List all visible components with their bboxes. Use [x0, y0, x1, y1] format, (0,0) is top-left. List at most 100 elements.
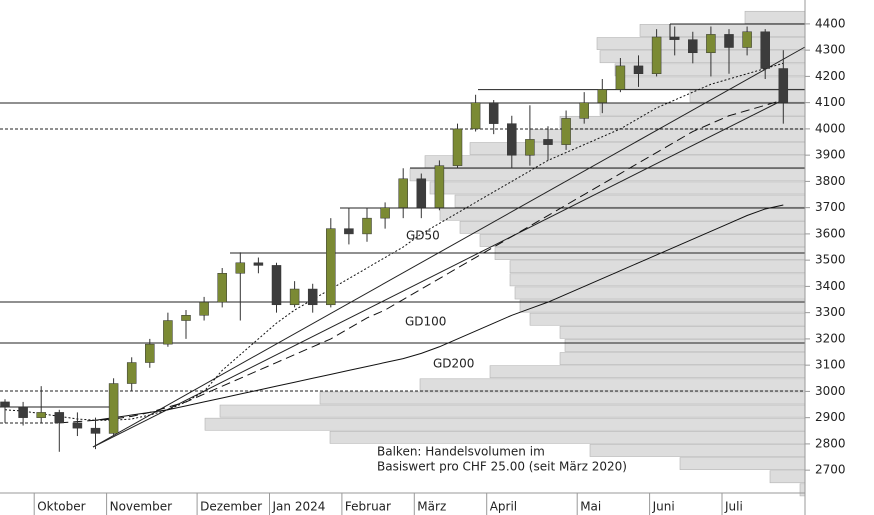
candle-body	[470, 102, 481, 130]
candle-body	[561, 118, 571, 145]
x-tick-label: Dezember	[200, 500, 262, 514]
volume-bar	[469, 142, 806, 155]
volume-bar	[489, 365, 806, 379]
volume-bar	[769, 470, 806, 484]
candle-body	[434, 165, 445, 208]
volume-bar	[679, 457, 806, 470]
candle-body	[669, 36, 680, 40]
candle-body	[145, 343, 155, 363]
y-tick-label: 4400	[815, 16, 846, 30]
y-tick-label: 3700	[815, 200, 846, 214]
candle-body	[326, 228, 336, 306]
volume-bar	[459, 220, 806, 234]
candle-body	[615, 65, 626, 90]
candle-body	[778, 68, 789, 103]
volume-bar	[559, 115, 806, 129]
candle-body	[126, 362, 137, 384]
candle-body	[181, 315, 191, 321]
candle-body	[235, 262, 246, 274]
moving-average	[95, 204, 784, 421]
volume-bar	[639, 24, 806, 37]
y-tick-label: 2900	[815, 410, 846, 424]
volume-bar	[529, 129, 806, 142]
candle-body	[199, 301, 209, 316]
y-tick-label: 3100	[815, 358, 846, 372]
volume-bar	[614, 63, 806, 77]
volume-bar	[589, 444, 806, 457]
candle-body	[724, 34, 734, 48]
candle-body	[543, 139, 553, 145]
candle-body	[742, 31, 752, 48]
y-tick-label: 4200	[815, 69, 846, 83]
y-tick-label: 2800	[815, 436, 846, 450]
candle-body	[54, 412, 65, 424]
candle-body	[217, 273, 227, 303]
x-tick-label: März	[417, 500, 446, 514]
volume-bar	[319, 391, 806, 405]
x-tick-label: Juli	[724, 500, 743, 514]
note: Balken: Handelsvolumen im	[377, 445, 545, 459]
candle-body	[163, 320, 173, 345]
volume-bar	[419, 378, 806, 392]
volume-bar	[564, 339, 806, 352]
ma-label: GD100	[405, 315, 446, 329]
trend-line	[92, 46, 806, 448]
y-tick-label: 4300	[815, 43, 846, 57]
candle-body	[398, 178, 408, 208]
y-tick-label: 3800	[815, 174, 846, 188]
candle-body	[597, 89, 608, 103]
volume-bar	[619, 76, 806, 90]
volume-bar	[599, 50, 806, 64]
candle-body	[380, 207, 390, 219]
volume-bar	[509, 260, 806, 274]
volume-bar	[744, 10, 806, 24]
volume-bar	[799, 483, 806, 497]
candle-body	[651, 36, 662, 75]
candle-body	[633, 65, 644, 75]
candle-body	[579, 102, 589, 119]
volume-bar	[329, 430, 806, 444]
candle-body	[72, 422, 83, 429]
y-tick-label: 3000	[815, 384, 846, 398]
y-tick-label: 3400	[815, 279, 846, 293]
x-tick-label: Jan 2024	[272, 500, 326, 514]
candle-body	[452, 128, 463, 166]
candle-body	[760, 31, 770, 69]
x-tick-label: Oktober	[37, 500, 85, 514]
y-tick-label: 3500	[815, 253, 846, 267]
y-tick-label: 4100	[815, 95, 846, 109]
y-tick-label: 2700	[815, 463, 846, 477]
candle-body	[108, 383, 119, 434]
candle-body	[416, 178, 427, 208]
volume-bar	[204, 417, 806, 431]
volume-bar	[529, 312, 806, 326]
trend-line	[92, 99, 784, 448]
x-tick-label: Juni	[652, 500, 675, 514]
candle-body	[307, 288, 318, 306]
ma-label: GD50	[406, 229, 440, 243]
volume-bar	[454, 194, 806, 208]
x-tick-label: April	[490, 500, 517, 514]
volume-bar	[409, 168, 806, 182]
volume-bar	[559, 352, 806, 365]
y-tick-label: 3900	[815, 148, 846, 162]
candle-body	[362, 217, 372, 235]
candle-body	[36, 412, 46, 418]
y-tick-label: 3200	[815, 331, 846, 345]
candle-body	[0, 401, 10, 408]
candle-body	[344, 228, 354, 235]
y-tick-label: 3300	[815, 305, 846, 319]
y-tick-label: 3600	[815, 226, 846, 240]
ma-label: GD200	[433, 357, 474, 371]
x-tick-label: Mai	[580, 500, 601, 514]
candle-body	[525, 139, 535, 156]
volume-bar	[596, 37, 806, 50]
y-tick-label: 4000	[815, 121, 846, 135]
x-tick-label: Februar	[345, 500, 391, 514]
candle-body	[289, 288, 300, 306]
volume-bar	[479, 234, 806, 247]
volume-bar	[509, 273, 806, 287]
candle-body	[706, 34, 716, 54]
candle-body	[488, 102, 499, 124]
